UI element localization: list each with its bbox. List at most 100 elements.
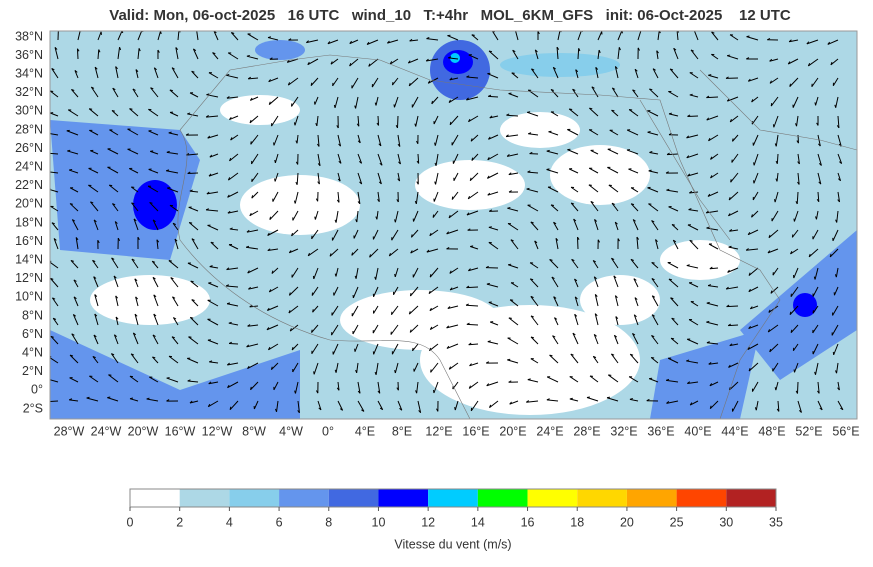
colorbar-tick-label: 0 — [127, 515, 134, 529]
colorbar-tick-label: 2 — [176, 515, 183, 529]
latitude-label: 38°N — [15, 29, 43, 43]
wind-arrow-head — [708, 75, 711, 76]
latitude-labels: 38°N36°N34°N32°N30°N28°N26°N24°N22°N20°N… — [15, 29, 43, 415]
colorbar-tick-label: 14 — [471, 515, 485, 529]
wind-arrow-head — [648, 132, 651, 133]
wind-arrow-head — [189, 223, 192, 224]
colorbar-tick-label: 18 — [570, 515, 584, 529]
latitude-label: 34°N — [15, 66, 43, 80]
wind-arrow-head — [89, 109, 92, 110]
wind-arrow-head — [790, 312, 791, 315]
wind-arrow-head — [527, 112, 530, 113]
wind-arrow-head — [607, 397, 610, 398]
wind-arrow-head — [547, 169, 550, 170]
wind-arrow-head — [470, 246, 473, 247]
wind-arrow-head — [727, 55, 730, 56]
wind-arrow — [797, 382, 798, 394]
colorbar-segment — [229, 489, 279, 507]
wind-arrow-head — [455, 407, 456, 410]
wind-arrow-head — [275, 160, 276, 163]
longitude-label: 8°W — [242, 424, 266, 438]
wind-arrow-head — [587, 397, 590, 398]
latitude-label: 20°N — [15, 197, 43, 211]
wind-arrow-head — [112, 110, 115, 111]
colorbar-tick-label: 10 — [372, 515, 386, 529]
wind-arrow-head — [671, 338, 674, 339]
wind-arrow-head — [669, 279, 672, 280]
colorbar-tick-label: 12 — [421, 515, 435, 529]
wind-arrow-head — [512, 73, 515, 74]
wind-arrow-head — [651, 357, 654, 358]
colorbar-segment — [378, 489, 428, 507]
colorbar-tick-label: 16 — [521, 515, 535, 529]
longitude-label: 0° — [322, 424, 334, 438]
longitude-label: 24°W — [91, 424, 122, 438]
wind-arrow-head — [47, 400, 50, 402]
latitude-label: 6°N — [22, 327, 43, 341]
longitude-label: 28°W — [54, 424, 85, 438]
colorbar-segment — [627, 489, 677, 507]
wind-arrow-head — [230, 407, 231, 410]
wind-arrow-head — [472, 158, 473, 161]
longitude-label: 4°E — [355, 424, 375, 438]
longitude-label: 12°W — [202, 424, 233, 438]
wind-arrow-head — [410, 293, 411, 296]
longitude-label: 8°E — [392, 424, 412, 438]
latitude-label: 14°N — [15, 252, 43, 266]
colorbar-tick-label: 4 — [226, 515, 233, 529]
wind-arrow-head — [107, 397, 110, 398]
wind-arrow-head — [527, 188, 530, 189]
latitude-label: 36°N — [15, 48, 43, 62]
colorbar-segment — [478, 489, 528, 507]
wind-arrow-head — [507, 359, 510, 360]
wind-arrow-head — [413, 348, 414, 351]
wind-arrow-head — [129, 109, 132, 110]
latitude-label: 32°N — [15, 85, 43, 99]
longitude-label: 12°E — [425, 424, 452, 438]
latitude-label: 22°N — [15, 178, 43, 192]
wind-arrow — [777, 154, 778, 164]
wind-arrow-head — [411, 234, 412, 237]
wind-arrow-head — [694, 29, 696, 31]
colorbar-segment — [428, 489, 478, 507]
wind-arrow-head — [611, 110, 614, 111]
wind-arrow-head — [589, 108, 592, 109]
colorbar-tick-label: 35 — [769, 515, 783, 529]
wind-arrow-head — [747, 36, 750, 37]
wind-arrow-head — [315, 217, 316, 220]
latitude-label: 0° — [31, 383, 43, 397]
latitude-label: 8°N — [22, 308, 43, 322]
wind-arrow-head — [334, 105, 335, 108]
colorbar-tick-label: 25 — [670, 515, 684, 529]
wind-arrow — [577, 237, 578, 249]
longitude-label: 24°E — [536, 424, 563, 438]
wind-arrow-head — [754, 162, 755, 165]
wind-arrow-head — [395, 370, 396, 373]
wind-arrow-head — [161, 31, 162, 34]
colorbar-tick-label: 30 — [719, 515, 733, 529]
colorbar-segment — [528, 489, 578, 507]
wind-arrow-head — [794, 219, 795, 222]
wind-arrow-head — [46, 152, 49, 153]
longitude-label: 36°E — [647, 424, 674, 438]
wind-arrow — [578, 48, 579, 59]
colorbar-label: Vitesse du vent (m/s) — [394, 537, 511, 551]
latitude-label: 16°N — [15, 234, 43, 248]
wind-arrow-head — [67, 150, 70, 151]
colorbar-segment — [279, 489, 329, 507]
wind-arrow-head — [472, 35, 475, 36]
wind-arrow-head — [150, 151, 153, 152]
wind-arrow-head — [311, 83, 312, 86]
wind-arrow-head — [432, 101, 433, 104]
colorbar-segment — [180, 489, 230, 507]
longitude-label: 40°E — [684, 424, 711, 438]
latitude-label: 2°S — [23, 401, 43, 415]
latitude-label: 24°N — [15, 159, 43, 173]
wind-arrow-head — [569, 109, 572, 110]
map-title: Valid: Mon, 06-oct-2025 16 UTC wind_10 T… — [109, 7, 791, 24]
longitude-label: 48°E — [758, 424, 785, 438]
wind-arrow-head — [774, 199, 775, 202]
wind-arrow — [229, 343, 238, 344]
wind-arrow-head — [314, 371, 315, 374]
wind-arrow-head — [775, 387, 776, 390]
